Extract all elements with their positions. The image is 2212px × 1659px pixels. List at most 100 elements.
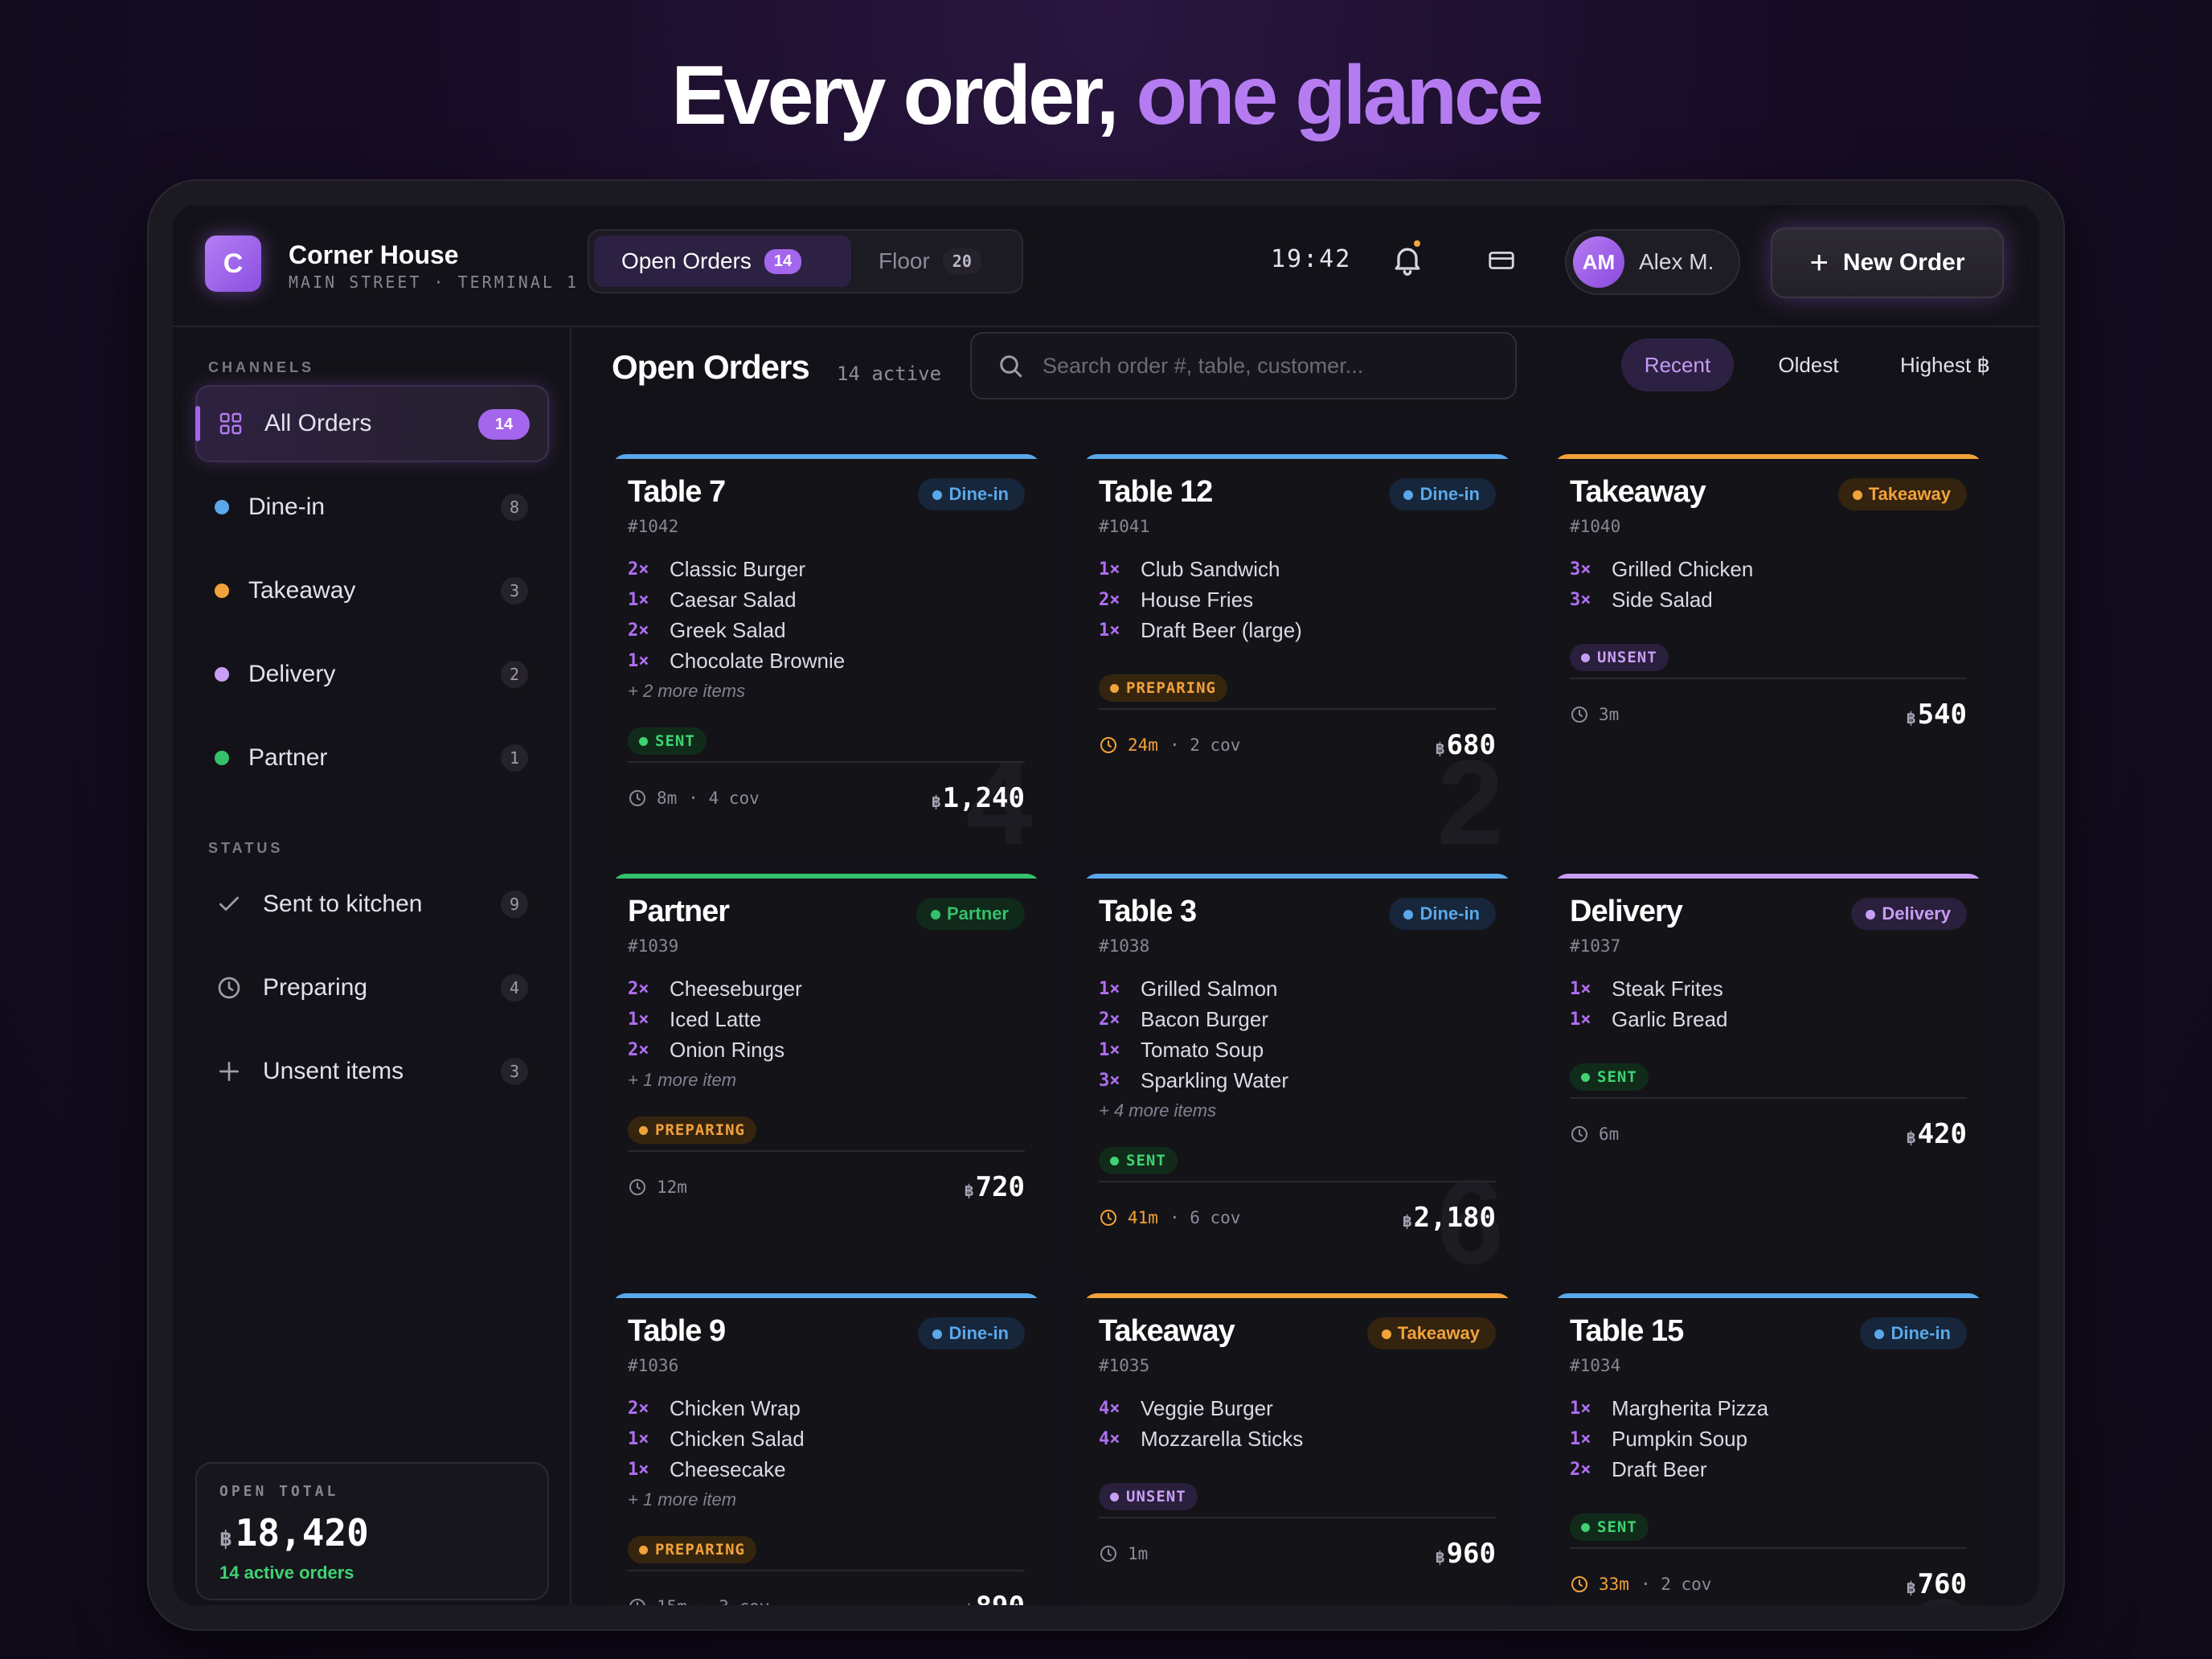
covers-watermark: 4 <box>965 735 1033 856</box>
order-total-amount: 680 <box>1446 729 1496 761</box>
tab-open-orders-label: Open Orders <box>621 248 752 273</box>
sidebar-item-delivery[interactable]: Delivery 2 <box>195 636 549 713</box>
clock-icon <box>1099 1544 1128 1563</box>
sidebar-item-label: All Orders <box>264 410 372 436</box>
order-items: 2× Classic Burger 1× Caesar Salad 2× Greek Sa… <box>628 554 845 707</box>
channels-heading: CHANNELS <box>208 359 315 375</box>
takeaway-dot-icon <box>215 584 229 598</box>
order-title: Delivery <box>1570 895 1683 928</box>
sort-recent-button[interactable]: Recent <box>1621 338 1734 391</box>
order-total: ฿1,240 <box>932 782 1025 814</box>
item-name: Classic Burger <box>670 556 806 581</box>
sidebar-item-all-orders[interactable]: All Orders 14 <box>195 385 549 462</box>
top-bar: C Corner House MAIN STREET · TERMINAL 1 … <box>173 205 2039 327</box>
dine-in-dot-icon <box>215 500 229 514</box>
order-number: #1041 <box>1099 517 1150 536</box>
plus-icon: + <box>1809 245 1829 281</box>
order-line-item: 1× Grilled Salmon <box>1099 973 1288 1004</box>
order-line-item: 2× Draft Beer <box>1570 1454 1768 1485</box>
order-card[interactable]: Takeaway #1035 Takeaway 4× Veggie Burger 4× Mo… <box>1083 1293 1512 1605</box>
item-quantity: 2× <box>1570 1459 1591 1480</box>
sidebar-item-dine-in[interactable]: Dine-in 8 <box>195 469 549 546</box>
currency-symbol: ฿ <box>1435 1547 1445 1567</box>
order-card[interactable]: 3 Table 9 #1036 Dine-in 2× Chicken Wrap 1× Chic… <box>612 1293 1041 1605</box>
search-icon <box>1000 355 1022 378</box>
order-title: Takeaway <box>1099 1314 1235 1348</box>
order-meta: 41m · 6 cov <box>1099 1208 1240 1227</box>
open-total-value: ฿18,420 <box>219 1511 525 1555</box>
item-name: Cheesecake <box>670 1456 786 1481</box>
currency-symbol: ฿ <box>1906 1578 1916 1597</box>
order-card[interactable]: Takeaway #1040 Takeaway 3× Grilled Chicken 3×… <box>1554 454 1983 856</box>
item-name: House Fries <box>1141 587 1254 612</box>
bell-icon[interactable] <box>1390 242 1425 277</box>
elapsed-time: 12m <box>657 1178 687 1197</box>
status-badge: PREPARING <box>1099 674 1227 702</box>
order-total: ฿890 <box>965 1591 1025 1605</box>
order-line-item: 2× Chicken Wrap <box>628 1393 805 1423</box>
sidebar-item-count: 4 <box>501 974 528 1002</box>
order-line-item: 1× Tomato Soup <box>1099 1034 1288 1065</box>
currency-symbol: ฿ <box>1906 1128 1916 1147</box>
headline-accent: one glance <box>1136 49 1543 142</box>
divider <box>1099 1181 1496 1182</box>
order-line-item: 1× Club Sandwich <box>1099 554 1302 584</box>
order-line-item: 2× Bacon Burger <box>1099 1004 1288 1034</box>
grid-icon <box>216 409 245 438</box>
user-menu[interactable]: AM Alex M. <box>1565 229 1740 295</box>
order-card[interactable]: 6 Table 3 #1038 Dine-in 1× Grilled Salmon 2× Ba… <box>1083 874 1512 1276</box>
sidebar-item-partner[interactable]: Partner 1 <box>195 719 549 797</box>
order-items: 2× Chicken Wrap 1× Chicken Salad 1× Cheesecak… <box>628 1393 805 1515</box>
order-card[interactable]: Delivery #1037 Delivery 1× Steak Frites 1× Gar… <box>1554 874 1983 1276</box>
channel-accent-bar <box>1083 1293 1512 1298</box>
headline-main: Every order, <box>671 49 1119 142</box>
sidebar-item-preparing[interactable]: Preparing 4 <box>195 949 549 1026</box>
item-quantity: 1× <box>628 1459 649 1480</box>
open-total-label: OPEN TOTAL <box>219 1483 339 1500</box>
order-meta: 1m <box>1099 1544 1148 1563</box>
search-input[interactable]: Search order #, table, customer... <box>970 332 1517 399</box>
open-total-amount: 18,420 <box>235 1511 369 1555</box>
channel-badge: Dine-in <box>1389 478 1496 510</box>
sidebar-item-takeaway[interactable]: Takeaway 3 <box>195 552 549 629</box>
channel-accent-bar <box>1554 454 1983 459</box>
order-total: ฿720 <box>965 1171 1025 1203</box>
tab-floor[interactable]: Floor 20 <box>879 236 981 287</box>
channel-badge: Dine-in <box>918 1317 1025 1350</box>
item-quantity: 2× <box>628 620 649 641</box>
order-line-item: 1× Chicken Salad <box>628 1423 805 1454</box>
tab-floor-label: Floor <box>879 248 930 273</box>
elapsed-time: 3m <box>1599 705 1620 724</box>
more-items: + 1 more item <box>628 1070 737 1090</box>
clock-icon <box>215 973 244 1002</box>
item-name: Chicken Wrap <box>670 1395 801 1420</box>
new-order-button[interactable]: + New Order <box>1771 227 2004 298</box>
sidebar-item-unsent-items[interactable]: Unsent items 3 <box>195 1033 549 1110</box>
divider <box>628 761 1025 763</box>
item-quantity: 1× <box>1099 559 1120 580</box>
tab-open-orders[interactable]: Open Orders 14 <box>594 236 851 287</box>
sidebar-item-count: 3 <box>501 1058 528 1085</box>
order-total-amount: 420 <box>1917 1118 1967 1150</box>
elapsed-time: 6m <box>1599 1124 1620 1144</box>
item-quantity: 1× <box>628 650 649 671</box>
sidebar-item-sent-to-kitchen[interactable]: Sent to kitchen 9 <box>195 866 549 943</box>
order-card[interactable]: 4 Table 7 #1042 Dine-in 2× Classic Burger 1× Ca… <box>612 454 1041 856</box>
tablet-frame: C Corner House MAIN STREET · TERMINAL 1 … <box>147 179 2065 1631</box>
covers: · 2 cov <box>1640 1575 1712 1594</box>
divider <box>1099 1517 1496 1518</box>
item-quantity: 1× <box>1099 978 1120 999</box>
channel-badge: Takeaway <box>1837 478 1967 510</box>
payment-card-icon[interactable] <box>1486 245 1517 276</box>
order-line-item: 1× Pumpkin Soup <box>1570 1423 1768 1454</box>
item-name: Grilled Salmon <box>1141 976 1278 1001</box>
order-card[interactable]: 2 Table 12 #1041 Dine-in 1× Club Sandwich 2× Ho… <box>1083 454 1512 856</box>
sort-oldest-button[interactable]: Oldest <box>1778 352 1839 377</box>
order-title: Table 9 <box>628 1314 726 1348</box>
order-card[interactable]: Partner #1039 Partner 2× Cheeseburger 1× Iced … <box>612 874 1041 1276</box>
brand-logo: C <box>205 236 261 292</box>
divider <box>1570 678 1967 679</box>
sidebar-item-label: Preparing <box>263 974 368 1001</box>
sort-highest-button[interactable]: Highest ฿ <box>1900 352 1990 377</box>
